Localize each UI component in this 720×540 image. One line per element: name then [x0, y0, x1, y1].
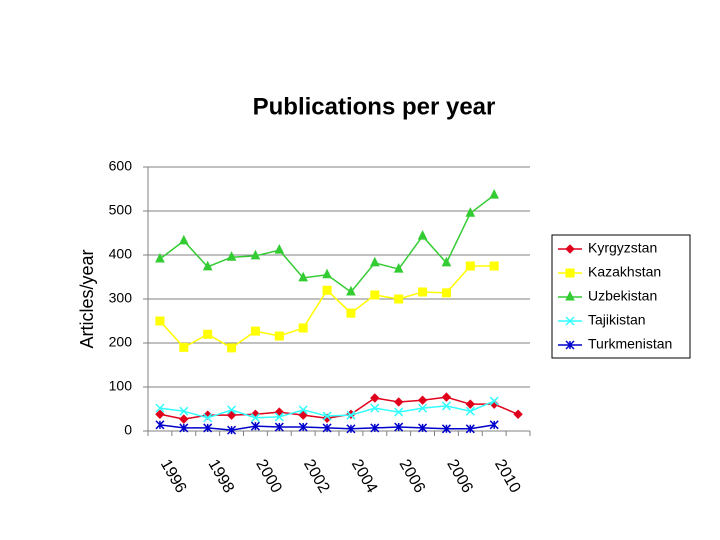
marker: [322, 268, 332, 279]
legend-label: Kyrgyzstan: [588, 240, 657, 256]
marker: [465, 406, 475, 416]
marker: [370, 393, 380, 403]
marker: [465, 207, 476, 217]
marker: [489, 420, 499, 430]
legend-label: Tajikistan: [588, 312, 646, 328]
marker: [179, 234, 189, 245]
marker: [322, 411, 332, 421]
marker: [417, 229, 428, 240]
y-tick-label: 400: [109, 246, 133, 262]
marker: [274, 412, 284, 422]
marker: [227, 405, 237, 415]
marker: [155, 409, 165, 419]
marker: [274, 331, 284, 341]
marker: [489, 189, 499, 199]
marker: [298, 422, 308, 432]
marker: [227, 425, 237, 435]
marker: [274, 422, 284, 432]
legend-label: Turkmenistan: [588, 336, 672, 352]
marker: [394, 294, 404, 304]
marker: [250, 249, 261, 260]
y-tick-label: 600: [109, 158, 133, 174]
marker: [202, 260, 213, 271]
marker: [179, 342, 189, 352]
marker: [489, 396, 499, 406]
marker: [322, 285, 332, 295]
x-tick-label: 2006: [396, 457, 429, 496]
marker: [346, 410, 356, 420]
marker: [418, 423, 428, 433]
x-tick-label: 2004: [348, 457, 381, 496]
marker: [250, 421, 260, 431]
marker: [441, 401, 451, 411]
marker: [227, 343, 237, 353]
marker: [370, 290, 380, 300]
x-tick-label: 2010: [491, 457, 524, 496]
x-tick-label: 2006: [443, 457, 476, 496]
marker: [465, 261, 475, 271]
marker: [465, 399, 476, 409]
x-tick-label: 1996: [157, 457, 190, 496]
marker: [203, 329, 213, 339]
marker: [298, 271, 308, 282]
marker: [155, 316, 165, 326]
marker: [346, 424, 356, 434]
marker: [417, 395, 428, 405]
x-tick-label: 2000: [252, 457, 285, 496]
marker: [370, 256, 380, 267]
marker: [441, 256, 452, 267]
marker: [441, 288, 451, 298]
marker: [250, 326, 260, 336]
marker: [393, 397, 404, 407]
marker: [155, 420, 165, 430]
marker: [565, 316, 575, 326]
marker: [441, 392, 452, 402]
marker: [298, 405, 308, 415]
marker: [441, 424, 451, 434]
marker: [226, 251, 237, 261]
marker: [393, 262, 404, 273]
marker: [203, 423, 213, 433]
marker: [179, 406, 189, 416]
marker: [346, 285, 356, 296]
marker: [322, 423, 332, 433]
marker: [418, 403, 428, 413]
marker: [155, 252, 165, 263]
marker: [346, 308, 356, 318]
marker: [179, 414, 189, 424]
marker: [565, 268, 575, 278]
marker: [565, 290, 575, 301]
marker: [203, 413, 213, 423]
legend-label: Kazakhstan: [588, 264, 661, 280]
marker: [513, 409, 523, 419]
marker: [465, 424, 475, 434]
y-tick-label: 0: [124, 422, 132, 438]
marker: [250, 413, 260, 423]
y-axis-label: Articles/year: [77, 249, 97, 348]
x-tick-label: 1998: [205, 457, 238, 496]
y-tick-label: 500: [109, 202, 133, 218]
y-tick-label: 100: [109, 378, 133, 394]
marker: [418, 287, 428, 297]
marker: [179, 423, 189, 433]
marker: [226, 410, 237, 420]
legend-label: Uzbekistan: [588, 288, 657, 304]
marker: [155, 403, 165, 413]
marker: [370, 423, 380, 433]
marker: [489, 261, 499, 271]
marker: [298, 323, 308, 333]
marker: [370, 403, 380, 413]
marker: [274, 244, 285, 254]
y-tick-label: 300: [109, 290, 133, 306]
marker: [394, 422, 404, 432]
x-tick-label: 2002: [300, 457, 333, 496]
chart-title: Publications per year: [253, 93, 496, 120]
marker: [394, 407, 404, 417]
y-tick-label: 200: [109, 334, 133, 350]
marker: [565, 340, 575, 350]
marker: [565, 244, 575, 254]
marker: [298, 410, 308, 420]
